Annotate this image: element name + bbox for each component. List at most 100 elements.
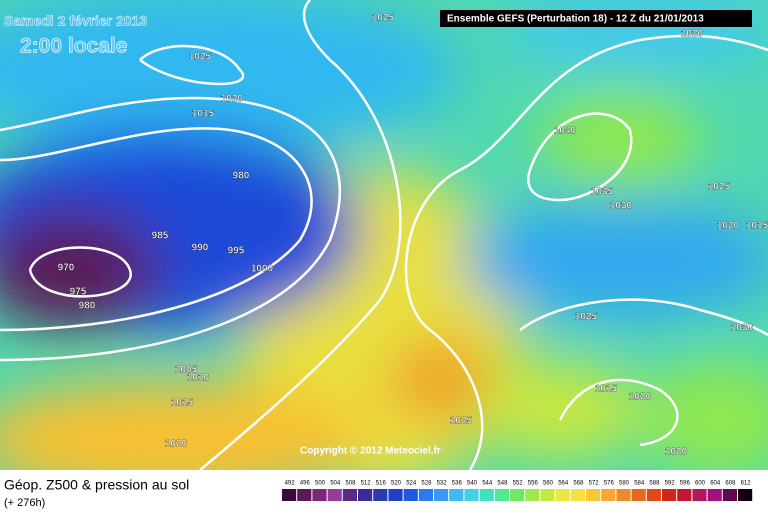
legend-swatch [282, 489, 297, 501]
isobar-label: 1015 [595, 384, 618, 395]
legend-label: 556 [528, 481, 539, 487]
isobar-label: 1025 [575, 312, 598, 323]
legend-swatch [738, 489, 753, 501]
legend-label: 588 [649, 481, 660, 487]
isobar-label: 1020 [681, 29, 704, 40]
legend-swatch [631, 489, 646, 501]
legend-swatch [342, 489, 357, 501]
copyright: Copyright © 2012 Meteociel.fr [300, 446, 441, 457]
isobar-label: 985 [152, 231, 169, 242]
legend-label: 580 [619, 481, 630, 487]
legend-swatch [403, 489, 418, 501]
isobar-label: 1030 [731, 323, 754, 334]
legend-swatch [540, 489, 555, 501]
isobar-label: 1015 [746, 221, 768, 232]
isobar-label: 1010 [187, 373, 210, 384]
legend-swatch [646, 489, 661, 501]
isobar-label: 990 [192, 243, 209, 254]
legend-label: 508 [345, 481, 356, 487]
legend-swatch [312, 489, 327, 501]
isobar-label: 1025 [372, 13, 395, 24]
legend-swatch [434, 489, 449, 501]
legend-label: 552 [513, 481, 524, 487]
legend-label: 596 [680, 481, 691, 487]
isobar-label: 1000 [251, 264, 274, 275]
isobar-label: 1040 [554, 126, 577, 137]
legend-swatch [388, 489, 403, 501]
legend-label: 524 [406, 481, 417, 487]
legend-swatch [297, 489, 312, 501]
footer-title: Géop. Z500 & pression au sol [4, 477, 189, 493]
isobar-label: 1020 [665, 447, 688, 458]
isobar-label: 1025 [708, 182, 731, 193]
legend-label: 516 [376, 481, 387, 487]
legend-swatch [525, 489, 540, 501]
legend-swatch [570, 489, 585, 501]
legend-label: 612 [741, 481, 752, 487]
legend-label: 560 [543, 481, 554, 487]
legend-label: 496 [300, 481, 311, 487]
legend-swatch [327, 489, 342, 501]
header-box [440, 10, 752, 27]
legend-label: 520 [391, 481, 402, 487]
legend-label: 500 [315, 481, 326, 487]
legend-swatch [707, 489, 722, 501]
isobar-label: 1015 [171, 398, 194, 409]
legend-swatch [586, 489, 601, 501]
legend-label: 604 [710, 481, 721, 487]
isobar-label: 1015 [192, 109, 215, 120]
legend-swatch [677, 489, 692, 501]
legend-label: 544 [482, 481, 493, 487]
isobar-label: 1005 [175, 365, 198, 376]
isobar-label: 1020 [165, 439, 188, 450]
legend-label: 572 [589, 481, 600, 487]
legend-label: 584 [634, 481, 645, 487]
legend-label: 536 [452, 481, 463, 487]
legend-label: 540 [467, 481, 478, 487]
legend-swatch [494, 489, 509, 501]
legend-label: 528 [421, 481, 432, 487]
legend-swatch [449, 489, 464, 501]
isobar-label: 995 [228, 246, 245, 257]
legend-swatch [692, 489, 707, 501]
legend-swatch [418, 489, 433, 501]
map-background [0, 0, 768, 500]
legend-label: 600 [695, 481, 706, 487]
isobar-label: 1020 [629, 392, 652, 403]
legend-swatch [358, 489, 373, 501]
legend-label: 504 [330, 481, 341, 487]
legend-swatch [616, 489, 631, 501]
isobar-label: 1030 [610, 201, 633, 212]
legend-swatch [479, 489, 494, 501]
legend-label: 592 [665, 481, 676, 487]
model-info: Ensemble GEFS (Perturbation 18) - 12 Z d… [447, 14, 704, 25]
legend-label: 568 [573, 481, 584, 487]
legend-label: 548 [497, 481, 508, 487]
legend-swatch [510, 489, 525, 501]
isobar-label: 975 [70, 287, 87, 298]
date-title: Samedi 2 février 2013 [4, 13, 147, 29]
legend-label: 564 [558, 481, 569, 487]
isobar-label: 1025 [450, 416, 473, 427]
isobar-label: 1025 [189, 52, 212, 63]
isobar-label: 1020 [221, 94, 244, 105]
isobar-label: 980 [79, 301, 96, 312]
legend-swatch [555, 489, 570, 501]
legend-label: 576 [604, 481, 615, 487]
legend-label: 492 [285, 481, 296, 487]
isobar-label: 980 [233, 171, 250, 182]
legend-label: 532 [437, 481, 448, 487]
legend-label: 608 [725, 481, 736, 487]
isobar-label: 1035 [591, 187, 614, 198]
isobar-label: 970 [58, 263, 75, 274]
legend-swatch [373, 489, 388, 501]
time-title: 2:00 locale [20, 35, 127, 58]
footer-lead: (+ 276h) [4, 497, 45, 509]
isobar-label: 1020 [717, 221, 740, 232]
legend-swatch [722, 489, 737, 501]
legend-swatch [464, 489, 479, 501]
legend-label: 512 [361, 481, 372, 487]
legend-swatch [662, 489, 677, 501]
